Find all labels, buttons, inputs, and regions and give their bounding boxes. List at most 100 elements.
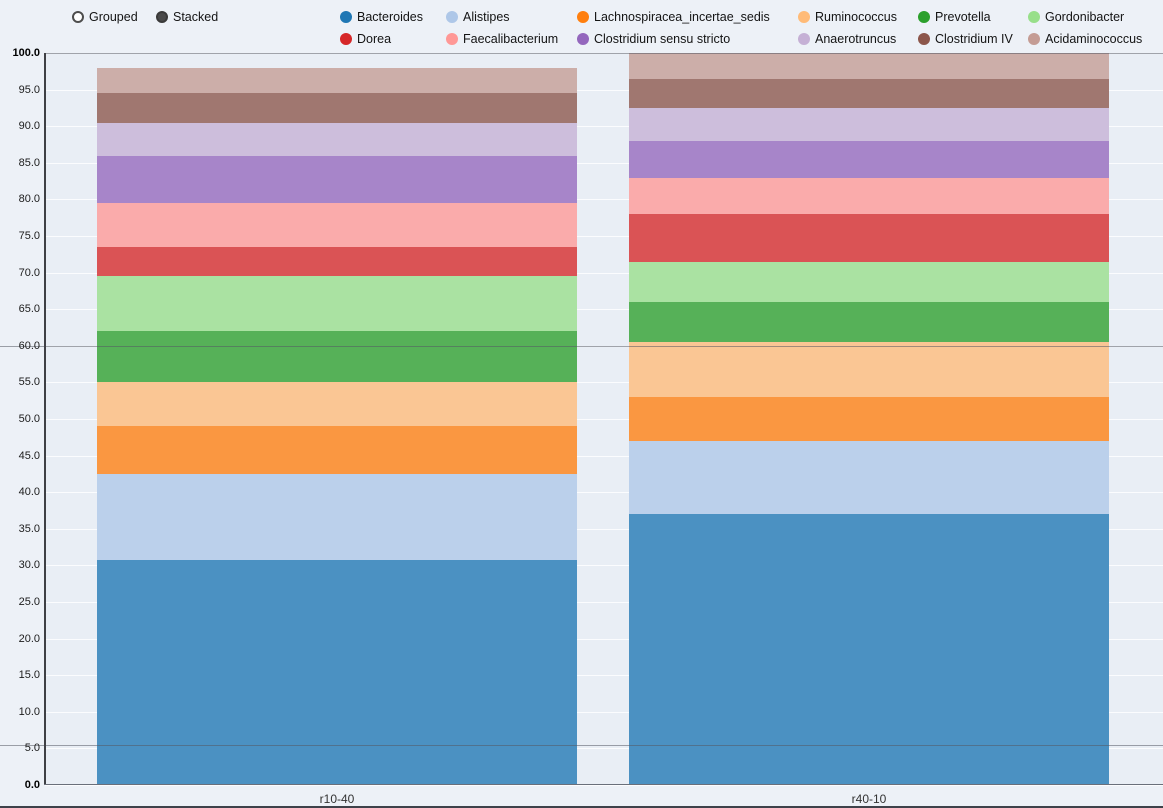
reference-line xyxy=(44,53,1163,54)
y-tick-label: 95.0 xyxy=(18,83,40,96)
bar-segment-r10-40-gordonibacter[interactable] xyxy=(97,276,577,332)
gridline xyxy=(45,309,1163,311)
y-tick-label: 65.0 xyxy=(18,303,40,316)
y-tick-label: 100.0 xyxy=(12,47,40,59)
y-axis-line xyxy=(44,53,46,785)
bar-segment-r10-40-clostridium-iv[interactable] xyxy=(97,93,577,123)
legend-item-clostridium-sensu-stricto[interactable]: Clostridium sensu stricto xyxy=(577,32,798,46)
legend-swatch-icon xyxy=(918,33,930,45)
legend-item-gordonibacter-label: Gordonibacter xyxy=(1045,10,1125,24)
bar-segment-r40-10-lachnospiracea-incertae-sedis[interactable] xyxy=(629,397,1109,441)
legend-swatch-icon xyxy=(340,33,352,45)
legend-item-acidaminococcus-label: Acidaminococcus xyxy=(1045,32,1143,46)
legend-item-anaerotruncus[interactable]: Anaerotruncus xyxy=(798,32,918,46)
bar-segment-r40-10-gordonibacter[interactable] xyxy=(629,261,1109,302)
legend-swatch-icon xyxy=(340,11,352,23)
legend-item-faecalibacterium[interactable]: Faecalibacterium xyxy=(446,32,577,46)
bar-segment-r10-40-dorea[interactable] xyxy=(97,247,577,277)
y-tick-label: 35.0 xyxy=(18,522,40,535)
legend-swatch-icon xyxy=(798,33,810,45)
legend-swatch-icon xyxy=(446,33,458,45)
x-axis-line xyxy=(44,784,1163,785)
y-tick-label: 90.0 xyxy=(18,120,40,133)
bar-segment-r40-10-faecalibacterium[interactable] xyxy=(629,177,1109,215)
legend-item-prevotella[interactable]: Prevotella xyxy=(918,10,1028,24)
legend-item-dorea[interactable]: Dorea xyxy=(340,32,446,46)
plot-area xyxy=(45,53,1163,786)
legend-swatch-icon xyxy=(918,11,930,23)
y-tick-label: 85.0 xyxy=(18,156,40,169)
bar-segment-r10-40-bacteroides[interactable] xyxy=(97,559,577,785)
legend-swatch-icon xyxy=(1028,11,1040,23)
bar-segment-r40-10-acidaminococcus[interactable] xyxy=(629,53,1109,79)
y-tick-label: 25.0 xyxy=(18,596,40,608)
gridline xyxy=(45,89,1163,91)
gridline xyxy=(45,602,1163,603)
mode-toggle-grouped-label: Grouped xyxy=(89,10,138,24)
bar-segment-r10-40-alistipes[interactable] xyxy=(97,473,577,560)
legend-item-ruminococcus[interactable]: Ruminococcus xyxy=(798,10,918,24)
gridline xyxy=(45,785,1163,786)
bar-segment-r40-10-clostridium-sensu-stricto[interactable] xyxy=(629,140,1109,178)
bar-segment-r40-10-clostridium-iv[interactable] xyxy=(629,78,1109,108)
y-tick-label: 30.0 xyxy=(18,559,40,572)
legend-swatch-icon xyxy=(446,11,458,23)
bar-segment-r40-10-prevotella[interactable] xyxy=(629,301,1109,343)
gridline xyxy=(45,455,1163,457)
y-tick-label: 45.0 xyxy=(18,449,40,462)
bar-segment-r10-40-anaerotruncus[interactable] xyxy=(97,122,577,156)
bar-segment-r10-40-acidaminococcus[interactable] xyxy=(97,67,577,94)
legend-item-prevotella-label: Prevotella xyxy=(935,10,991,24)
gridline xyxy=(45,162,1163,164)
bar-segment-r10-40-faecalibacterium[interactable] xyxy=(97,203,577,248)
y-tick-label: 75.0 xyxy=(18,230,40,242)
gridline xyxy=(45,419,1163,420)
y-tick-label: 80.0 xyxy=(18,193,40,206)
x-category-label: r10-40 xyxy=(319,792,355,806)
legend-swatch-icon xyxy=(577,11,589,23)
y-tick-label: 50.0 xyxy=(18,413,40,425)
gridline xyxy=(45,382,1163,384)
legend-item-gordonibacter[interactable]: Gordonibacter xyxy=(1028,10,1163,24)
radio-selected-icon xyxy=(156,11,168,23)
gridline xyxy=(45,236,1163,237)
bar-segment-r40-10-anaerotruncus[interactable] xyxy=(629,107,1109,141)
legend-item-ruminococcus-label: Ruminococcus xyxy=(815,10,897,24)
legend-item-faecalibacterium-label: Faecalibacterium xyxy=(463,32,559,46)
legend-item-alistipes-label: Alistipes xyxy=(463,10,510,24)
bar-segment-r40-10-ruminococcus[interactable] xyxy=(629,342,1109,398)
y-tick-label: 10.0 xyxy=(18,705,40,718)
legend-swatch-icon xyxy=(798,11,810,23)
legend-item-bacteroides-label: Bacteroides xyxy=(357,10,424,24)
bar-segment-r10-40-prevotella[interactable] xyxy=(97,331,577,383)
legend-item-dorea-label: Dorea xyxy=(357,32,392,46)
legend-item-bacteroides[interactable]: Bacteroides xyxy=(340,10,446,24)
bar-segment-r10-40-clostridium-sensu-stricto[interactable] xyxy=(97,155,577,204)
bar-segment-r40-10-dorea[interactable] xyxy=(629,214,1109,262)
bar-segment-r40-10-bacteroides[interactable] xyxy=(629,514,1109,785)
bar-r40-10 xyxy=(629,53,1109,785)
legend-item-acidaminococcus[interactable]: Acidaminococcus xyxy=(1028,32,1163,46)
bar-segment-r10-40-lachnospiracea-incertae-sedis[interactable] xyxy=(97,426,577,474)
gridline xyxy=(45,638,1163,640)
gridline xyxy=(45,675,1163,677)
bar-segment-r10-40-ruminococcus[interactable] xyxy=(97,382,577,427)
gridline xyxy=(45,565,1163,567)
legend-item-clostridium-sensu-stricto-label: Clostridium sensu stricto xyxy=(594,32,731,46)
reference-line xyxy=(0,744,1163,746)
gridline xyxy=(45,199,1163,201)
mode-toggle-grouped[interactable]: Grouped xyxy=(72,10,156,24)
legend-item-clostridium-iv[interactable]: Clostridium IV xyxy=(918,32,1028,46)
bar-r10-40 xyxy=(97,53,577,785)
legend-item-anaerotruncus-label: Anaerotruncus xyxy=(815,32,897,46)
y-tick-label: 20.0 xyxy=(18,632,40,645)
x-category-label: r40-10 xyxy=(851,792,887,806)
y-tick-label: 15.0 xyxy=(18,669,40,682)
y-tick-label: 55.0 xyxy=(18,376,40,389)
legend-item-alistipes[interactable]: Alistipes xyxy=(446,10,577,24)
bar-segment-r40-10-alistipes[interactable] xyxy=(629,440,1109,515)
gridline xyxy=(45,492,1163,494)
mode-toggle-stacked[interactable]: Stacked xyxy=(156,10,340,24)
mode-toggle-stacked-label: Stacked xyxy=(173,10,219,24)
legend-item-lachnospiracea-incertae-sedis[interactable]: Lachnospiracea_incertae_sedis xyxy=(577,10,798,24)
